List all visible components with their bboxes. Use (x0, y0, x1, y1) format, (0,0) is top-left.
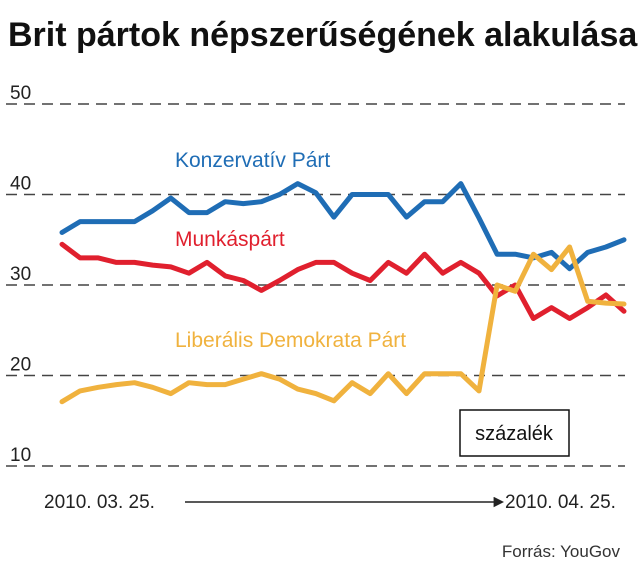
unit-box-frame (459, 409, 570, 457)
series-lines (59, 181, 627, 405)
series-line-labour (59, 241, 627, 321)
x-start-label: 2010. 03. 25. (44, 492, 155, 513)
y-tick-label: 50 (10, 83, 31, 104)
chart-title: Brit pártok népszerűségének alakulása (8, 16, 638, 54)
unit-box: százalék (459, 409, 570, 457)
y-axis-ticks: 50 40 30 20 10 (10, 83, 31, 466)
y-tick-label: 30 (10, 264, 31, 285)
y-tick-label: 10 (10, 445, 31, 466)
series-line-libdem (59, 244, 627, 405)
y-tick-label: 20 (10, 355, 31, 376)
source-label: Forrás: YouGov (502, 542, 621, 561)
unit-label: százalék (475, 423, 554, 445)
series-line-conservative (59, 181, 627, 272)
x-end-label: 2010. 04. 25. (505, 492, 616, 513)
y-tick-label: 40 (10, 174, 31, 195)
series-label-labour: Munkáspárt (175, 228, 285, 251)
series-label-conservative: Konzervatív Párt (175, 149, 330, 172)
series-label-libdem: Liberális Demokrata Párt (175, 329, 406, 352)
